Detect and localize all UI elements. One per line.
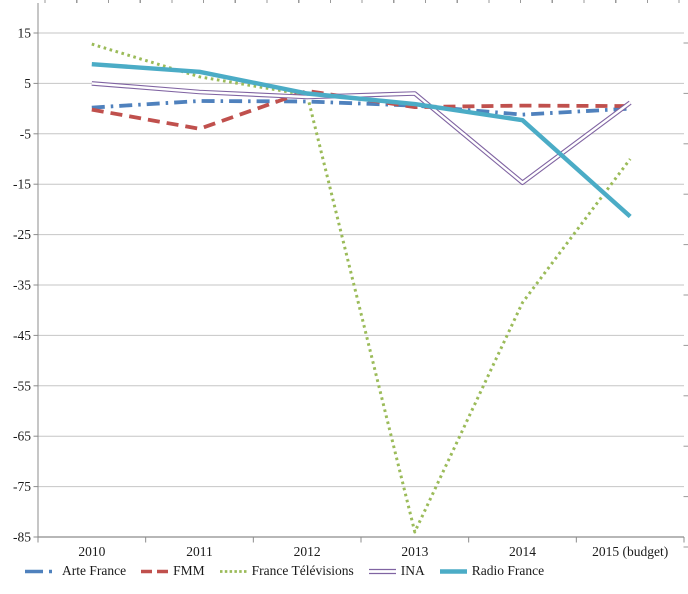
y-axis-label: -45 [13, 328, 31, 343]
y-axis-label: -35 [13, 278, 31, 293]
cropped-top-axis-ticks [0, 0, 688, 3]
x-axis-label: 2015 (budget) [592, 544, 668, 559]
y-axis-label: 5 [24, 76, 31, 91]
legend-item-ina: INA [368, 562, 425, 580]
series-line-inner-highlight [91, 82, 631, 184]
legend-label: INA [400, 563, 425, 578]
y-axis-label: -15 [13, 177, 31, 192]
series-line-arte-france [91, 99, 631, 117]
x-axis-label: 2010 [78, 544, 105, 559]
y-axis-label: -55 [13, 378, 31, 393]
y-axis-label: -25 [13, 227, 31, 242]
legend-swatch-solid-line [439, 568, 467, 574]
legend-swatch-dotted-line [219, 569, 247, 573]
legend-label: France Télévisions [251, 563, 354, 578]
y-axis-label: 15 [18, 26, 32, 41]
legend-swatch-double-line [368, 568, 396, 574]
series-line-france-t-l-visions [91, 42, 632, 534]
x-axis-label: 2013 [401, 544, 428, 559]
x-axis-label: 2012 [294, 544, 321, 559]
legend-label: Radio France [471, 563, 545, 578]
x-axis-label: 2011 [186, 544, 213, 559]
chart-legend: Arte France FMM France Télévisions INA R… [25, 562, 544, 580]
y-axis-label: -65 [13, 429, 31, 444]
legend-swatch-dash-dot-line [25, 569, 57, 573]
legend-swatch-dashed-line [141, 569, 169, 573]
legend-item-arte-france: Arte France [25, 562, 126, 580]
y-axis-label: -5 [20, 126, 31, 141]
y-axis-label: -85 [13, 530, 31, 545]
legend-item-radio-france: Radio France [439, 562, 545, 580]
legend-item-france-televisions: France Télévisions [219, 562, 354, 580]
legend-label: FMM [173, 563, 205, 578]
legend-label: Arte France [62, 563, 127, 578]
series-line-radio-france [91, 62, 632, 219]
y-axis-label: -75 [13, 479, 31, 494]
legend-item-fmm: FMM [141, 562, 205, 580]
x-axis-label: 2014 [509, 544, 536, 559]
